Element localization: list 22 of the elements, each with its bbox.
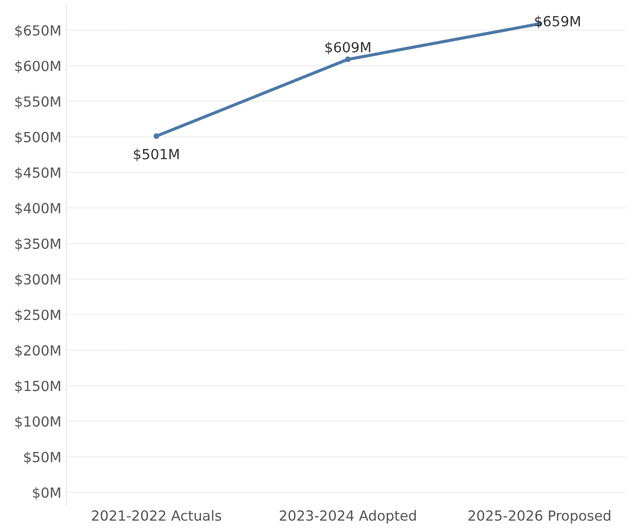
y-tick-label: $550M [15, 96, 60, 109]
y-tick-label: $200M [15, 344, 60, 358]
y-tick-label: $350M [15, 238, 60, 251]
y-tick-label: $100M [15, 416, 60, 429]
y-tick-label: $600M [15, 60, 60, 74]
point [154, 133, 160, 139]
x-tick-label: 2021-2022 Actuals [92, 510, 222, 521]
text: $609M [325, 42, 370, 54]
point [345, 56, 351, 62]
y-tick-label: $650M [15, 24, 60, 38]
x-tick-label: 2025-2026 Proposed [468, 510, 610, 524]
y-tick-label: $450M [15, 167, 60, 180]
text: $501M [134, 148, 179, 162]
y-tick-label: $50M [24, 452, 60, 464]
y-tick-label: $400M [15, 202, 60, 216]
y-tick-label: $300M [15, 274, 60, 286]
y-tick-label: $150M [15, 380, 60, 394]
text: $659M [535, 16, 580, 28]
y-tick-label: $0M [32, 487, 60, 500]
x-tick-label: 2023-2024 Adopted [280, 510, 416, 524]
y-tick-label: $250M [15, 309, 60, 322]
y-tick-label: $500M [15, 132, 60, 144]
